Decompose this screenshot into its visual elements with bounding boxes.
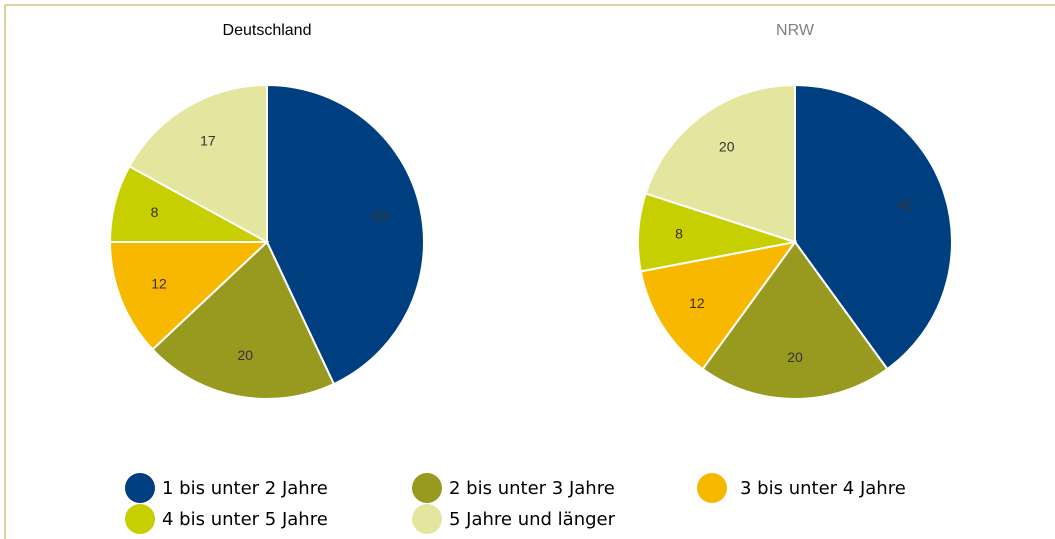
slice-label: 20 (719, 139, 735, 155)
chart-title: Deutschland (223, 22, 312, 39)
legend-swatch (697, 473, 727, 503)
legend-label: 4 bis unter 5 Jahre (162, 509, 328, 530)
legend-swatch (412, 473, 442, 503)
legend-swatch (412, 504, 442, 534)
pie-slice (266, 83, 425, 386)
pie-slice (108, 241, 270, 351)
pie-slice (701, 240, 889, 400)
pie-slice (644, 83, 796, 244)
legend-swatch (125, 504, 155, 534)
legend-label: 2 bis unter 3 Jahre (449, 478, 615, 499)
chart-title: NRW (776, 22, 815, 39)
slice-label: 20 (787, 349, 803, 365)
slice-label: 12 (689, 295, 705, 311)
slice-label: 20 (237, 347, 253, 363)
legend-label: 5 Jahre und länger (449, 509, 616, 530)
slice-label: 12 (151, 275, 167, 291)
slice-label: 43 (373, 207, 389, 223)
slice-label: 8 (151, 204, 159, 220)
legend-swatch (125, 473, 155, 503)
slice-label: 40 (898, 197, 914, 213)
slice-label: 8 (675, 225, 683, 241)
legend-label: 1 bis unter 2 Jahre (162, 478, 328, 499)
pie-slice (128, 83, 268, 244)
slice-label: 17 (200, 133, 216, 149)
pie-slice (639, 240, 798, 371)
legend-label: 3 bis unter 4 Jahre (740, 478, 906, 499)
pie-slice (151, 240, 336, 400)
pie-slice (794, 83, 953, 371)
